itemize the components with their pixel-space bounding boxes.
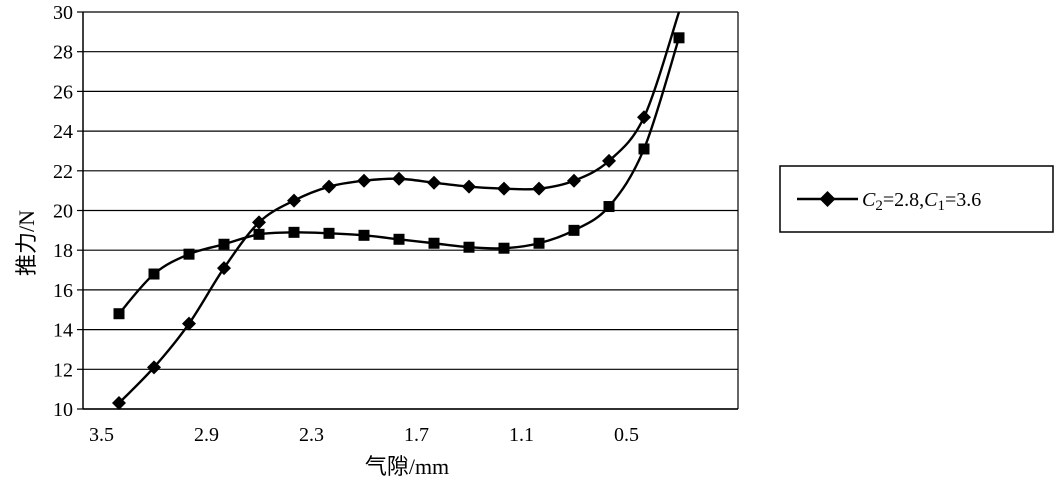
series-1-point-1 [148,268,160,280]
series-0-point-3 [217,261,231,276]
series-1-point-6 [323,227,335,239]
legend-c1-value: =3.6 [945,189,981,211]
series-1-point-13 [568,224,580,236]
y-tick-label-5: 20 [53,201,73,223]
series-0-point-15 [637,110,651,125]
legend-c2-subscript: 2 [875,198,883,214]
x-tick-label-0: 3.5 [89,424,114,446]
legend-c2-value: =2.8, [883,189,924,211]
x-tick-label-1: 2.9 [194,424,219,446]
series-1-point-2 [183,248,195,260]
series-group [112,12,685,411]
x-tick-label-4: 1.1 [509,424,534,446]
y-tick-label-3: 16 [53,280,73,302]
series-0-point-5 [287,193,301,208]
x-tick-label-5: 0.5 [614,424,639,446]
series-1-point-9 [428,237,440,249]
series-1-point-14 [603,201,615,213]
legend-c1-subscript: 1 [937,198,945,214]
series-0-point-8 [392,171,406,186]
series-1-point-3 [218,238,230,250]
axes [77,11,739,410]
series-0-point-12 [532,181,546,196]
series-0-point-0 [112,396,126,411]
series-1-point-8 [393,233,405,245]
y-tick-label-10: 30 [53,2,73,24]
y-tick-label-2: 14 [53,320,73,342]
x-axis-title: 气隙/mm [365,454,449,479]
series-0-point-2 [182,316,196,331]
series-0-point-7 [357,173,371,188]
series-0-point-9 [427,175,441,190]
series-1-point-11 [498,242,510,254]
y-tick-labels: 10 12 14 16 18 20 22 24 26 28 30 [53,2,73,421]
legend-label: C2=2.8,C1=3.6 [862,189,981,214]
series-1-point-15 [638,143,650,155]
series-0-point-4 [252,215,266,230]
x-tick-labels: 3.5 2.9 2.3 1.7 1.1 0.5 [89,424,639,446]
y-tick-label-0: 10 [53,399,73,421]
series-1-point-5 [288,226,300,238]
y-tick-label-8: 26 [53,81,73,103]
series-1-point-4 [253,228,265,240]
y-tick-label-4: 18 [53,240,73,262]
series-0-line [118,12,681,404]
y-tick-label-9: 28 [53,42,73,64]
series-0-point-1 [147,360,161,375]
series-0-point-11 [497,181,511,196]
series-1-point-7 [358,229,370,241]
series-1-point-0 [113,308,125,320]
series-1-point-16 [673,32,685,44]
series-0-point-10 [462,179,476,194]
y-tick-label-7: 24 [53,121,73,143]
grid-lines [83,11,738,410]
series-0-point-13 [567,173,581,188]
x-tick-label-2: 2.3 [299,424,324,446]
y-tick-label-1: 12 [53,359,73,381]
legend: C2=2.8,C1=3.6 [779,165,1054,233]
series-0-point-14 [602,153,616,168]
y-tick-label-6: 22 [53,161,73,183]
legend-c1-symbol: C [924,189,938,211]
y-axis-title: 推力/N [14,210,39,276]
series-1-point-10 [463,241,475,253]
x-tick-label-3: 1.7 [404,424,429,446]
legend-diamond-marker [819,191,836,207]
series-0-point-6 [322,179,336,194]
legend-c2-symbol: C [862,189,876,211]
series-1-point-12 [533,237,545,249]
